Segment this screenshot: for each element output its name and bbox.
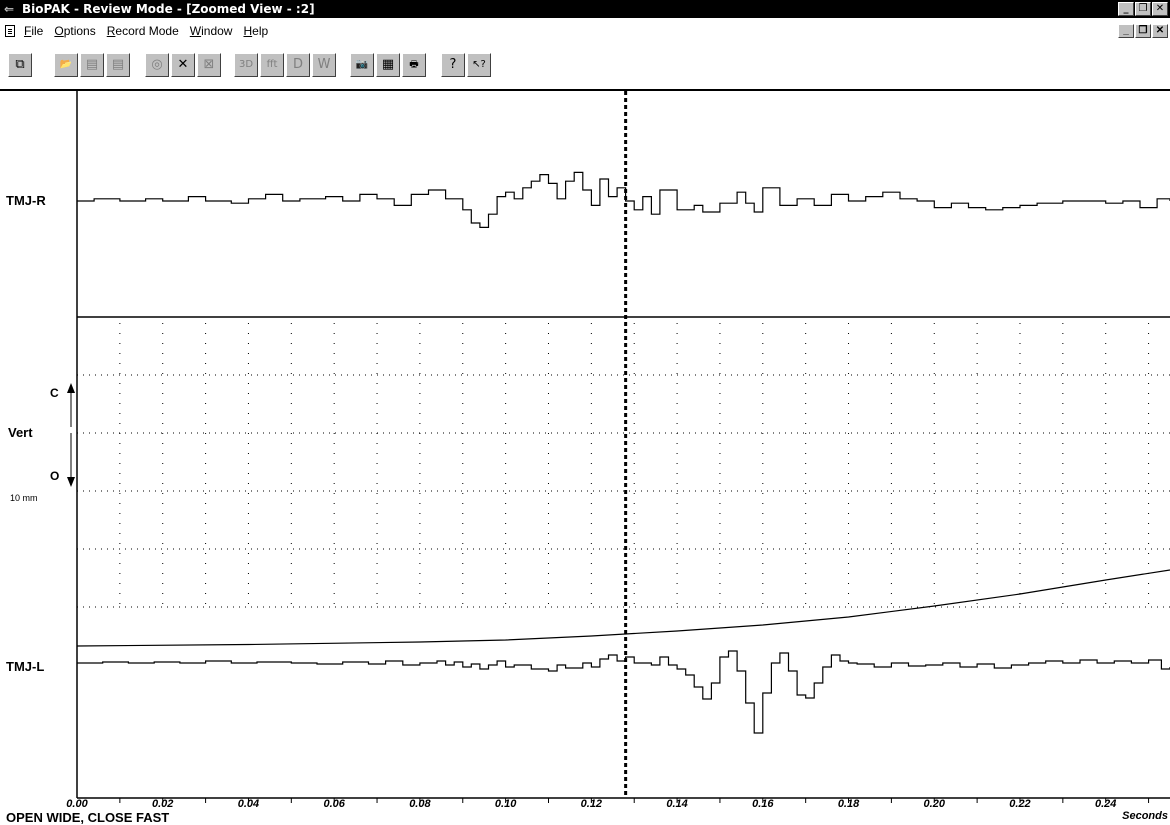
open-label: O — [50, 469, 59, 483]
export-file-icon[interactable]: ▤ — [106, 53, 130, 77]
x-tick-label: 0.02 — [152, 798, 173, 810]
title-bar: ⇐ BioPAK - Review Mode - [Zoomed View - … — [0, 0, 1170, 18]
child-restore-button[interactable]: ❐ — [1135, 24, 1151, 38]
calculator-icon[interactable]: ▦ — [376, 53, 400, 77]
close-label: C — [50, 386, 59, 400]
status-text: OPEN WIDE, CLOSE FAST — [6, 810, 170, 825]
up-arrow-icon — [67, 383, 75, 427]
x-tick-label: 0.20 — [924, 798, 946, 810]
copy-window-icon[interactable]: ⧉ — [8, 53, 32, 77]
menu-item-record-mode[interactable]: Record Mode — [106, 24, 179, 38]
x-tick-label: 0.12 — [581, 798, 602, 810]
menu-item-help[interactable]: Help — [243, 24, 269, 38]
traces — [76, 171, 1170, 734]
save-file-icon[interactable]: ▤ — [80, 53, 104, 77]
waveform-plot: 0.00 0.02 0.04 0.06 0.08 0.10 0.12 0.14 0.16 0.18… — [6, 91, 1170, 810]
child-minimize-button[interactable]: _ — [1118, 24, 1134, 38]
x-tick-label: 0.18 — [838, 798, 860, 810]
vert-trace — [76, 569, 1170, 647]
scale-label: 10 mm — [10, 493, 38, 503]
vert-axis-label: Vert — [8, 425, 33, 440]
close-button[interactable]: ✕ — [1152, 2, 1168, 16]
camera-icon[interactable]: 📷 — [350, 53, 374, 77]
document-icon[interactable] — [5, 25, 15, 37]
x-tick-label: 0.06 — [323, 798, 345, 810]
w-icon[interactable]: W — [312, 53, 336, 77]
x-tick-label: 0.10 — [495, 798, 517, 810]
menu-items: File Options Record Mode Window Help — [24, 24, 279, 38]
help-icon[interactable]: ? — [441, 53, 465, 77]
menu-item-window[interactable]: Window — [189, 24, 233, 38]
x-tick-label: 0.16 — [752, 798, 774, 810]
close-page-icon[interactable]: ⊠ — [197, 53, 221, 77]
menu-item-options[interactable]: Options — [54, 24, 96, 38]
minimize-button[interactable]: _ — [1118, 2, 1134, 16]
x-ticks: 0.00 0.02 0.04 0.06 0.08 0.10 0.12 0.14 0.16 0.18… — [66, 798, 1150, 810]
x-tick-label: 0.24 — [1095, 798, 1116, 810]
x-tick-label: 0.14 — [666, 798, 687, 810]
d-icon[interactable]: D — [286, 53, 310, 77]
menu-bar: File Options Record Mode Window Help _ ❐ ✕ — [0, 18, 1170, 43]
x-tick-label: 0.08 — [409, 798, 431, 810]
grid — [77, 323, 1170, 611]
x-tick-label: 0.04 — [238, 798, 259, 810]
x-axis-units: Seconds — [1122, 810, 1168, 822]
3d-icon[interactable]: 3D — [234, 53, 258, 77]
restore-button[interactable]: ❐ — [1135, 2, 1151, 16]
child-window-controls: _ ❐ ✕ — [1117, 24, 1168, 38]
window-controls: _ ❐ ✕ — [1117, 2, 1168, 16]
context-help-icon[interactable]: ↖? — [467, 53, 491, 77]
app-icon[interactable]: ⇐ — [4, 2, 15, 16]
x-icon[interactable]: ✕ — [171, 53, 195, 77]
child-close-button[interactable]: ✕ — [1152, 24, 1168, 38]
window-title: BioPAK - Review Mode - [Zoomed View - :2… — [22, 2, 315, 16]
target-icon[interactable]: ◎ — [145, 53, 169, 77]
printer-icon[interactable]: 🖶 — [402, 53, 426, 77]
menu-item-file[interactable]: File — [24, 24, 44, 38]
x-tick-label: 0.22 — [1009, 798, 1030, 810]
tmj-r-label: TMJ-R — [6, 193, 46, 208]
open-file-icon[interactable]: 📂 — [54, 53, 78, 77]
toolbar: ⧉ 📂 ▤ ▤ ◎ ✕ ⊠ 3D fft D W 📷 ▦ 🖶? ↖? — [0, 43, 1170, 91]
x-tick-label: 0.00 — [66, 798, 88, 810]
tmj-r-trace — [77, 171, 1170, 228]
down-arrow-icon — [67, 433, 75, 487]
tmj-l-label: TMJ-L — [6, 659, 44, 674]
fft-icon[interactable]: fft — [260, 53, 284, 77]
tmj-l-trace — [77, 650, 1170, 734]
